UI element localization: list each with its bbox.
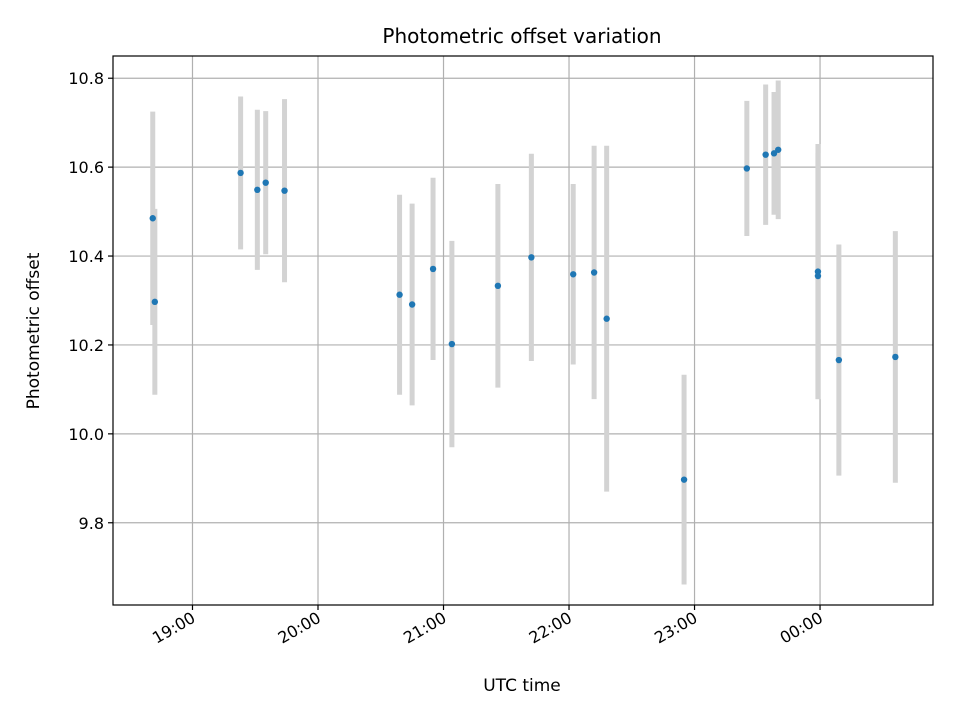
plot-frame — [112, 55, 934, 606]
data-point — [494, 282, 502, 290]
gridlines — [113, 56, 933, 605]
y-tick-label: 10.4 — [68, 247, 104, 266]
data-point — [775, 146, 782, 153]
data-point — [262, 179, 269, 186]
data-point — [408, 301, 416, 308]
y-tick-label: 10.6 — [68, 158, 104, 177]
data-point — [814, 272, 822, 280]
data-point — [892, 353, 899, 361]
y-tick-label: 9.8 — [79, 514, 104, 533]
data-point — [743, 165, 751, 172]
y-axis-label: Photometric offset — [24, 252, 44, 409]
data-point — [281, 187, 288, 194]
y-tick-label: 10.8 — [68, 69, 104, 88]
data-point — [680, 476, 688, 483]
data-point — [835, 356, 843, 364]
x-tick-label: 23:00 — [651, 608, 700, 648]
data-point — [770, 150, 778, 157]
plot-area — [113, 56, 933, 605]
data-point — [151, 298, 159, 306]
data-point — [590, 269, 598, 276]
y-axis-ticks: 9.8 10.0 10.2 10.4 10.6 10.8 — [68, 69, 113, 533]
data-point — [528, 254, 535, 261]
data-point — [149, 215, 156, 222]
data-point — [603, 315, 610, 322]
x-tick-label: 00:00 — [777, 608, 826, 648]
data-point — [429, 265, 437, 273]
x-tick-label: 22:00 — [526, 608, 575, 648]
data-points — [149, 146, 899, 483]
data-point — [762, 151, 769, 158]
x-tick-label: 20:00 — [275, 608, 324, 648]
data-point — [570, 271, 577, 278]
x-axis-ticks: 19:00 20:00 21:00 22:00 23:00 00:00 — [149, 605, 826, 648]
data-point — [448, 340, 456, 348]
x-axis-label: UTC time — [483, 676, 561, 696]
data-point — [396, 291, 403, 298]
data-point — [237, 169, 244, 177]
data-point — [254, 186, 261, 194]
x-tick-label: 21:00 — [400, 608, 449, 648]
y-tick-label: 10.0 — [68, 425, 104, 444]
data-point — [814, 268, 822, 275]
x-tick-label: 19:00 — [149, 608, 198, 648]
chart-title: Photometric offset variation — [382, 24, 661, 48]
y-tick-label: 10.2 — [68, 336, 104, 355]
